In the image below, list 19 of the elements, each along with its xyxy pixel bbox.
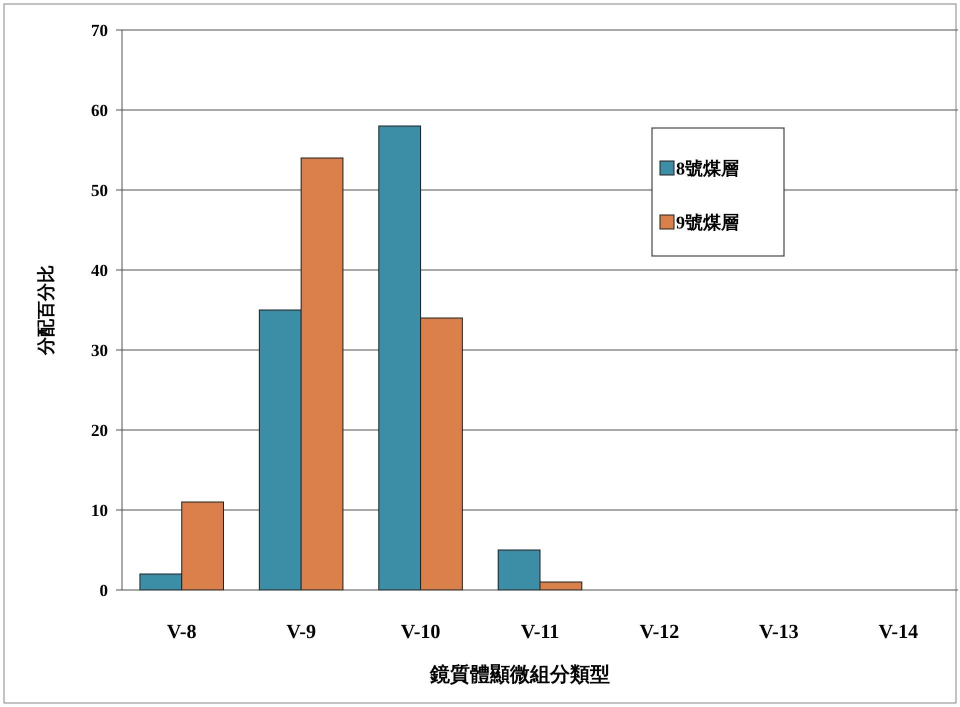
x-tick-label: V-9 bbox=[286, 621, 316, 643]
y-tick-label: 10 bbox=[91, 500, 108, 520]
y-tick-label: 50 bbox=[91, 180, 108, 200]
y-tick-label: 20 bbox=[91, 420, 108, 440]
x-tick-label: V-10 bbox=[400, 621, 440, 643]
x-tick-label: V-14 bbox=[878, 621, 918, 643]
y-axis-title: 分配百分比 bbox=[36, 265, 56, 356]
y-tick-label: 0 bbox=[100, 580, 108, 600]
y-tick-label: 70 bbox=[91, 20, 108, 40]
y-tick-label: 60 bbox=[91, 100, 108, 120]
y-tick-label: 30 bbox=[91, 340, 108, 360]
x-tick-label: V-8 bbox=[166, 621, 197, 643]
x-tick-label: V-12 bbox=[640, 621, 680, 643]
legend-label: 8號煤層 bbox=[676, 158, 739, 178]
x-axis-title: 鏡質體顯微組分類型 bbox=[429, 663, 610, 686]
x-tick-label: V-13 bbox=[759, 621, 799, 643]
x-tick-label: V-11 bbox=[520, 621, 560, 643]
legend-label: 9號煤層 bbox=[676, 212, 739, 232]
y-tick-label: 40 bbox=[91, 260, 108, 280]
